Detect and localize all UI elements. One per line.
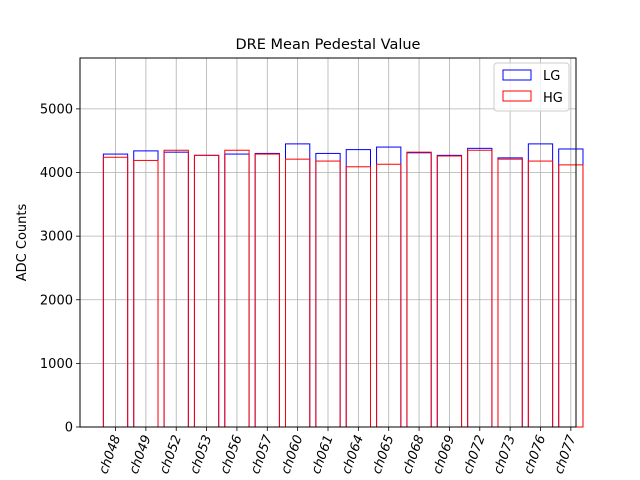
y-tick-label: 4000 bbox=[40, 166, 73, 181]
y-tick-label: 1000 bbox=[40, 357, 73, 372]
y-tick-label: 5000 bbox=[40, 102, 73, 117]
legend-swatch-hg bbox=[502, 90, 532, 102]
legend-label-lg: LG bbox=[543, 69, 560, 84]
legend-label-hg: HG bbox=[543, 91, 563, 106]
y-axis-label: ADC Counts bbox=[15, 204, 30, 282]
y-tick-label: 3000 bbox=[40, 230, 73, 245]
y-tick-label: 0 bbox=[65, 421, 73, 436]
legend: LG HG bbox=[493, 62, 570, 112]
chart-title: DRE Mean Pedestal Value bbox=[236, 37, 421, 53]
y-tick-label: 2000 bbox=[40, 293, 73, 308]
legend-swatch-lg bbox=[502, 69, 532, 81]
legend-frame bbox=[493, 62, 570, 112]
y-axis: 0 1000 2000 3000 4000 5000 bbox=[40, 102, 80, 436]
grid bbox=[80, 58, 576, 428]
